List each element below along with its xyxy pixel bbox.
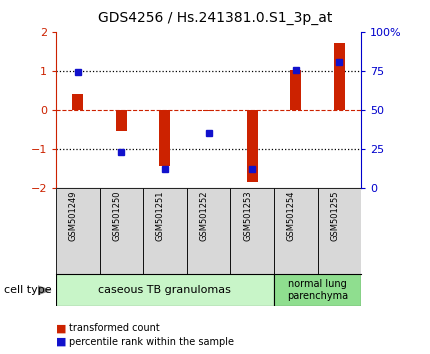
- Bar: [56, 274, 274, 306]
- Text: transformed count: transformed count: [69, 323, 160, 333]
- Bar: [274, 274, 361, 306]
- Bar: [334, 43, 345, 110]
- Bar: [187, 188, 230, 274]
- Text: GSM501249: GSM501249: [69, 190, 78, 241]
- Text: caseous TB granulomas: caseous TB granulomas: [98, 285, 231, 295]
- Text: GSM501252: GSM501252: [200, 190, 209, 241]
- Bar: [274, 188, 318, 274]
- Bar: [116, 110, 127, 131]
- Bar: [160, 110, 170, 166]
- Bar: [143, 188, 187, 274]
- Text: GSM501253: GSM501253: [243, 190, 252, 241]
- Text: GSM501251: GSM501251: [156, 190, 165, 241]
- Text: cell type: cell type: [4, 285, 52, 295]
- Bar: [230, 188, 274, 274]
- Text: ■: ■: [56, 337, 66, 347]
- Polygon shape: [38, 285, 52, 295]
- Text: GSM501255: GSM501255: [330, 190, 339, 241]
- Bar: [247, 110, 258, 182]
- Text: normal lung
parenchyma: normal lung parenchyma: [287, 279, 348, 302]
- Text: ■: ■: [56, 323, 66, 333]
- Text: GSM501254: GSM501254: [287, 190, 296, 241]
- Bar: [99, 188, 143, 274]
- Text: percentile rank within the sample: percentile rank within the sample: [69, 337, 234, 347]
- Bar: [56, 188, 99, 274]
- Text: GSM501250: GSM501250: [112, 190, 121, 241]
- Text: GDS4256 / Hs.241381.0.S1_3p_at: GDS4256 / Hs.241381.0.S1_3p_at: [98, 11, 332, 25]
- Bar: [290, 70, 301, 110]
- Bar: [72, 94, 83, 110]
- Bar: [318, 188, 361, 274]
